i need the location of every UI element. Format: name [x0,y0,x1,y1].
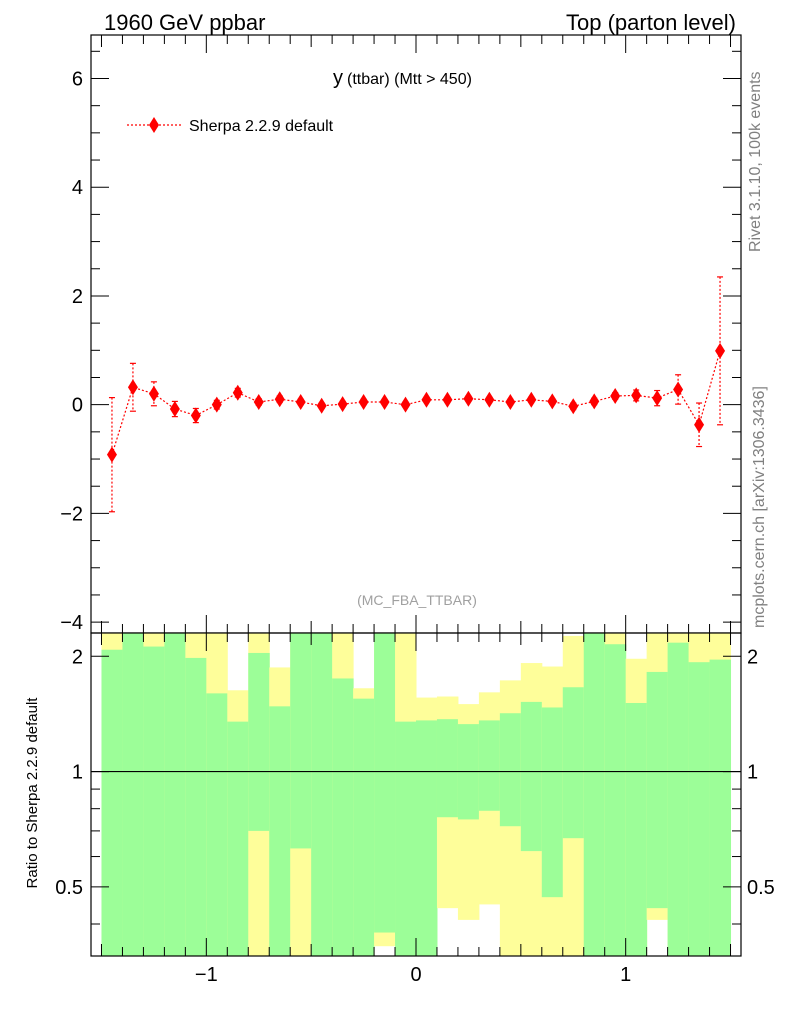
x-tick-label: 0 [410,964,421,986]
green-band [248,652,270,831]
main-title-y: y [333,67,343,89]
data-point [568,398,579,415]
data-point [484,391,495,408]
main-axes: −4 −2 0 2 4 6 [60,34,742,634]
data-point [589,393,600,410]
data-point [421,391,432,408]
y-tick-label: −4 [60,612,83,634]
green-band [625,703,648,956]
data-point [547,393,558,410]
main-series-marks [106,276,726,513]
green-band [688,662,711,956]
green-band [206,693,228,956]
data-point [337,396,348,413]
data-point [505,393,516,410]
data-point [190,407,201,424]
header-right: Top (parton level) [566,10,736,35]
data-point [358,393,369,410]
data-point [400,396,411,413]
data-point [631,387,642,404]
green-band [311,633,333,956]
y-tick-label: 6 [72,68,83,90]
data-point [652,390,663,407]
ratio-y-tick-label-right: 2 [747,646,758,668]
green-band [416,720,438,956]
data-point [211,396,222,413]
green-band [562,687,585,839]
green-band [353,698,375,956]
ratio-panel: 0.5 0.5 1 1 2 2 −1 0 1 Ratio to Sherpa 2.2.9 def… [24,632,775,986]
ratio-ylabel: Ratio to Sherpa 2.2.9 default [24,697,41,889]
green-band [667,642,690,956]
green-band [332,678,354,956]
ratio-y-tick-label: 2 [72,646,83,668]
green-band [395,721,417,956]
green-band [583,633,606,956]
green-band [185,657,207,956]
green-band [122,633,144,956]
green-band [604,644,627,956]
green-band [436,719,459,818]
green-band [374,633,396,933]
source-label: mcplots.cern.ch [arXiv:1306.3436] [751,386,768,628]
ratio-axes: 0.5 0.5 1 1 2 2 −1 0 1 [55,632,775,986]
data-point [463,390,474,407]
legend-marker [149,117,159,133]
green-band [227,721,249,956]
x-tick-label: −1 [195,964,218,986]
data-point [253,393,264,410]
ratio-y-tick-label: 0.5 [55,877,83,899]
green-band [164,633,186,956]
green-band [499,713,522,827]
data-point [379,393,390,410]
ratio-y-tick-label-right: 1 [747,762,758,784]
ratio-bands [101,633,732,956]
green-band [478,720,501,811]
main-panel: −4 −2 0 2 4 6 y (ttbar) (Mtt > 450) (MC_FBA_T… [60,34,742,634]
green-band [520,701,543,852]
data-point [169,401,180,418]
data-point [316,397,327,414]
green-band [646,671,669,909]
green-band [101,649,123,956]
y-tick-label: 0 [72,395,83,417]
y-tick-label: 4 [72,177,83,199]
data-point [106,446,117,463]
series-line [111,350,721,455]
green-band [541,707,564,898]
data-point [148,385,159,402]
main-title-rest: (ttbar) (Mtt > 450) [347,71,472,88]
watermark: (MC_FBA_TTBAR) [357,592,477,608]
y-tick-label: 2 [72,286,83,308]
ratio-y-tick-label: 1 [72,762,83,784]
legend: Sherpa 2.2.9 default [127,117,334,135]
green-band [269,706,291,956]
ratio-y-tick-label-right: 0.5 [747,877,775,899]
data-point [232,384,243,401]
data-point [442,391,453,408]
y-tick-label: −2 [60,503,83,525]
legend-series-label: Sherpa 2.2.9 default [189,118,334,135]
data-point [610,387,621,404]
x-tick-label: 1 [620,964,631,986]
data-point [694,416,705,433]
data-point [673,381,684,398]
data-point [274,391,285,408]
green-band [143,646,165,956]
data-point [127,379,138,396]
data-point [715,342,726,359]
data-point [526,391,537,408]
green-band [709,659,732,956]
header-left: 1960 GeV ppbar [104,10,265,35]
data-point [295,393,306,410]
rivet-label: Rivet 3.1.10, 100k events [747,71,764,252]
green-band [290,633,312,849]
